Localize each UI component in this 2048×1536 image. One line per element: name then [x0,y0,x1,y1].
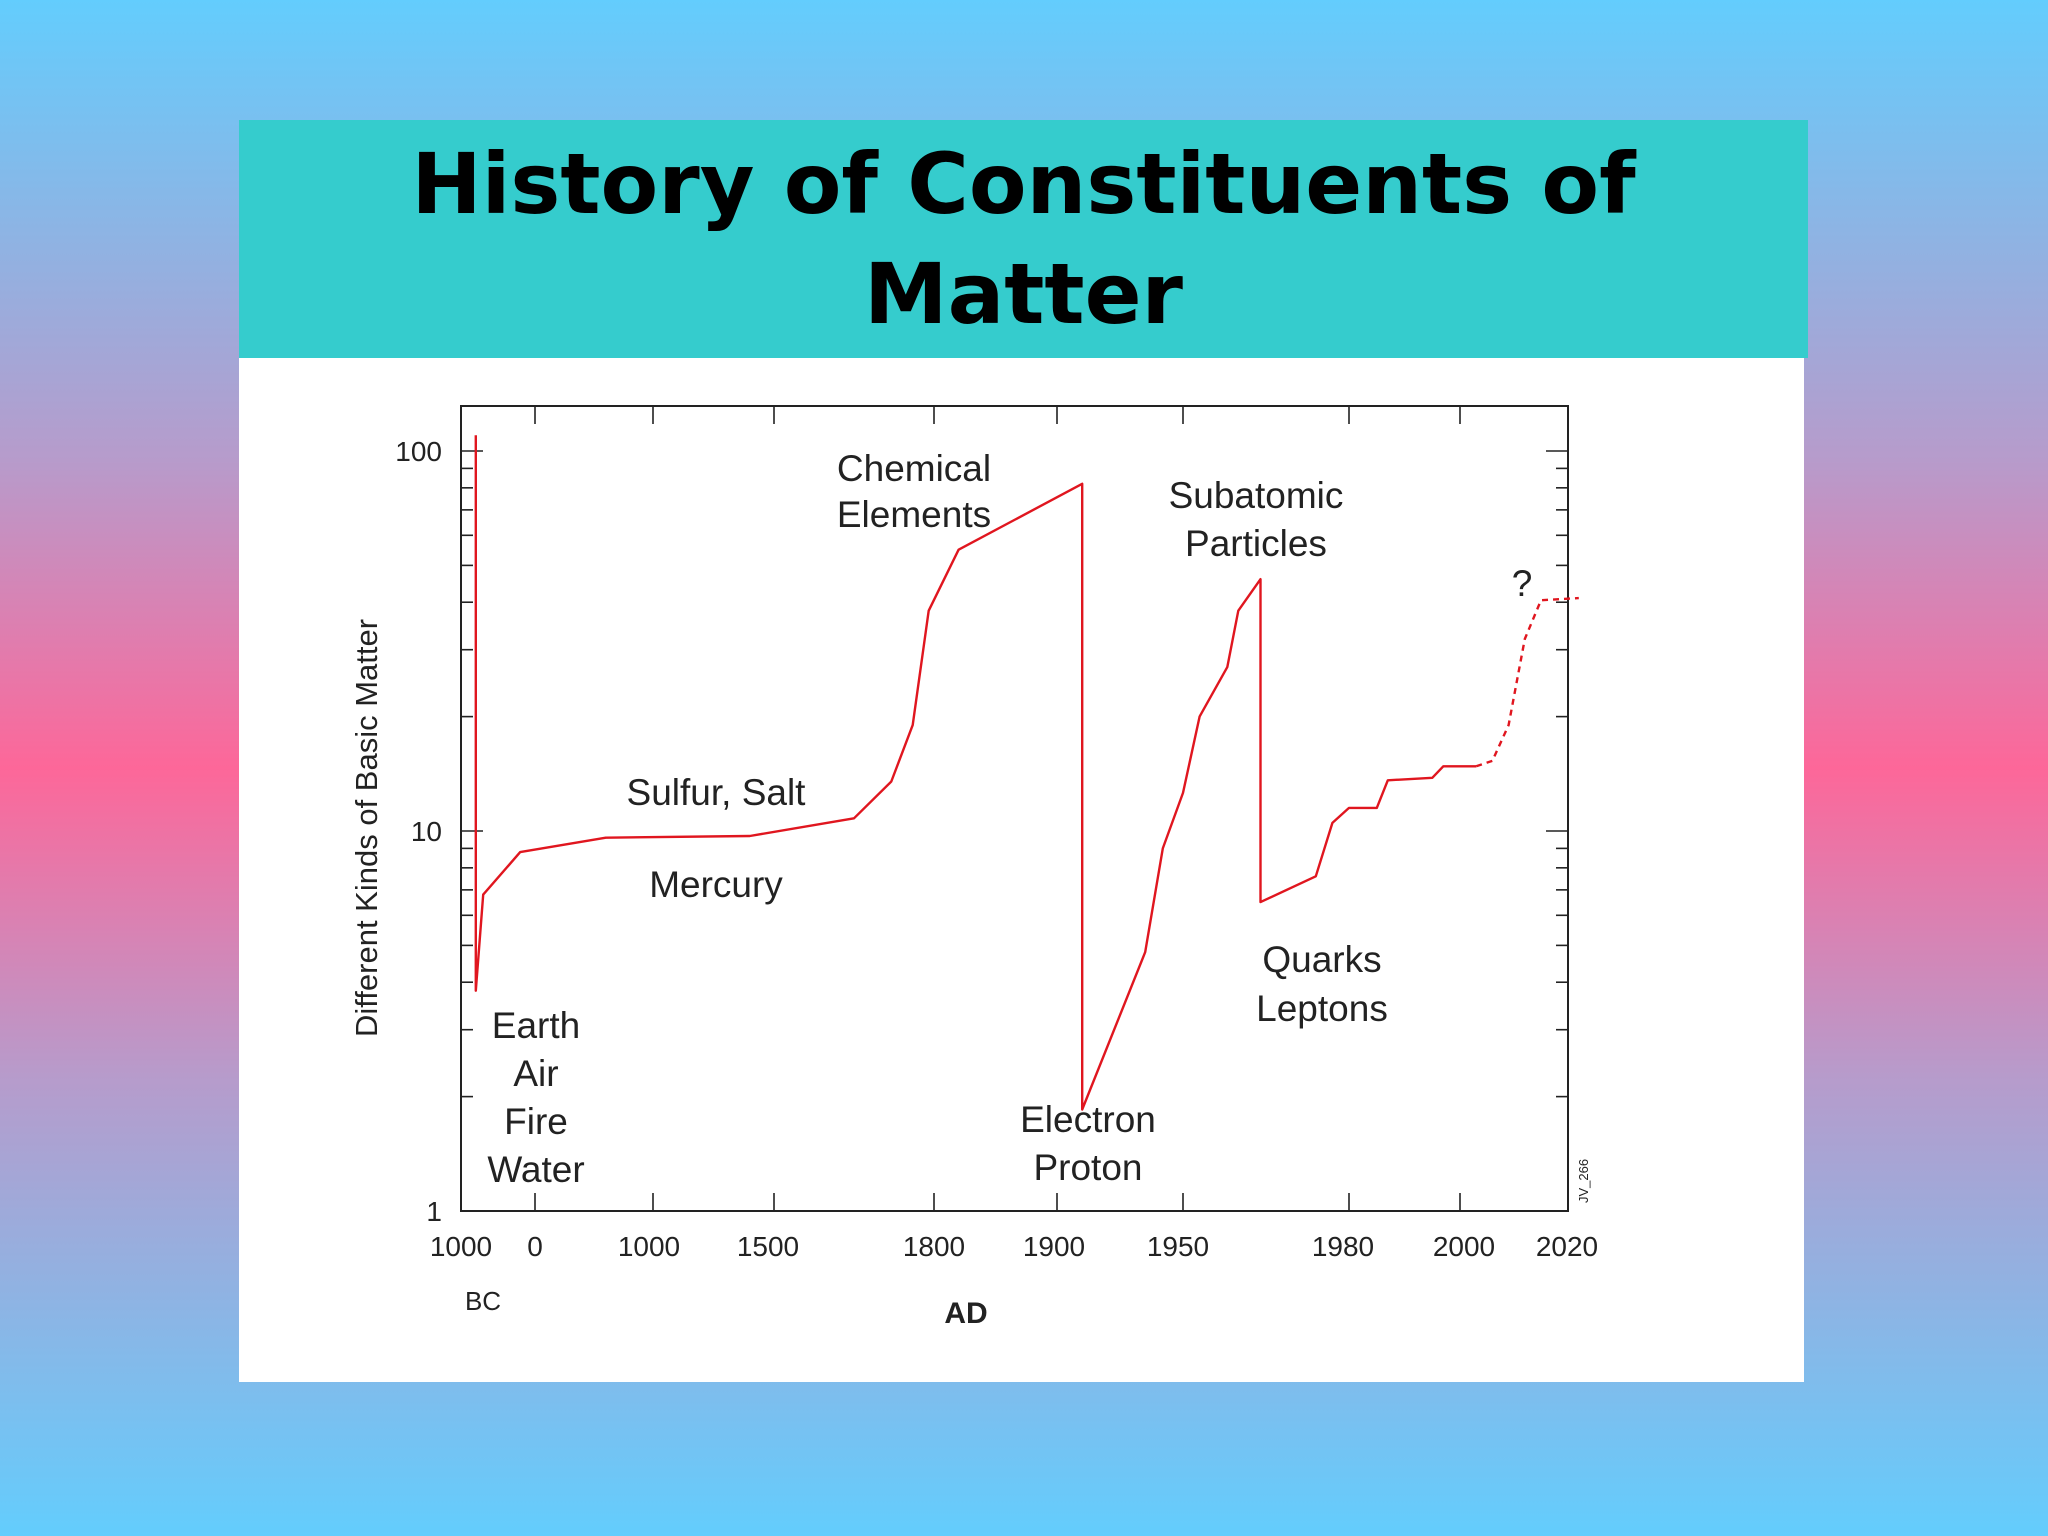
line-chart: 1 10 100 1000 0 1000 1500 1800 1900 1950 1980 2000 2… [349,405,1598,1330]
x-tick-note: BC [465,1286,501,1316]
annotation-label: Water [487,1149,584,1190]
annotation-label: Chemical [837,448,991,489]
series-line-dashed [1475,596,1579,768]
y-tick-label: 1 [426,1196,442,1227]
slide-title-bar: History of Constituents of Matter [239,120,1808,358]
annotation-label: Mercury [649,864,783,905]
series-layer [474,435,1579,1111]
x-tick-label: 0 [527,1231,543,1262]
annotation-label: Sulfur, Salt [627,772,807,813]
annotation-label: Air [513,1053,558,1094]
y-tick-label: 100 [395,436,442,467]
x-tick-label: 1000 [430,1231,492,1262]
chart-panel: 1 10 100 1000 0 1000 1500 1800 1900 1950 1980 2000 2… [239,358,1804,1382]
x-tick-label: 1900 [1023,1231,1085,1262]
x-tick-label: 1500 [737,1231,799,1262]
annotation-label: Subatomic [1169,475,1344,516]
slide-title: History of Constituents of Matter [411,135,1636,343]
plot-frame [460,405,1569,1212]
x-tick-label: 1950 [1147,1231,1209,1262]
x-tick-label: 1980 [1312,1231,1374,1262]
x-axis-title: AD [944,1297,987,1330]
series-line [474,435,1477,1111]
label-layer: 1 10 100 1000 0 1000 1500 1800 1900 1950 1980 2000 2… [349,436,1598,1330]
annotation-label: Fire [504,1101,568,1142]
annotation-label: Elements [837,494,991,535]
x-tick-label: 2000 [1433,1231,1495,1262]
corner-code: JV_266 [1576,1159,1591,1203]
x-tick-label: 1000 [618,1231,680,1262]
annotation-label: Particles [1185,523,1327,564]
annotation-label: Leptons [1256,988,1388,1029]
x-tick-label: 1800 [903,1231,965,1262]
tick-marks [460,406,1569,1212]
x-tick-label: 2020 [1536,1231,1598,1262]
y-tick-label: 10 [411,816,442,847]
annotation-label: Quarks [1262,939,1381,980]
annotation-label: ? [1512,563,1533,604]
annotation-label: Earth [492,1005,580,1046]
annotation-label: Proton [1033,1147,1142,1188]
y-axis-title: Different Kinds of Basic Matter [349,619,384,1037]
annotation-label: Electron [1020,1099,1156,1140]
